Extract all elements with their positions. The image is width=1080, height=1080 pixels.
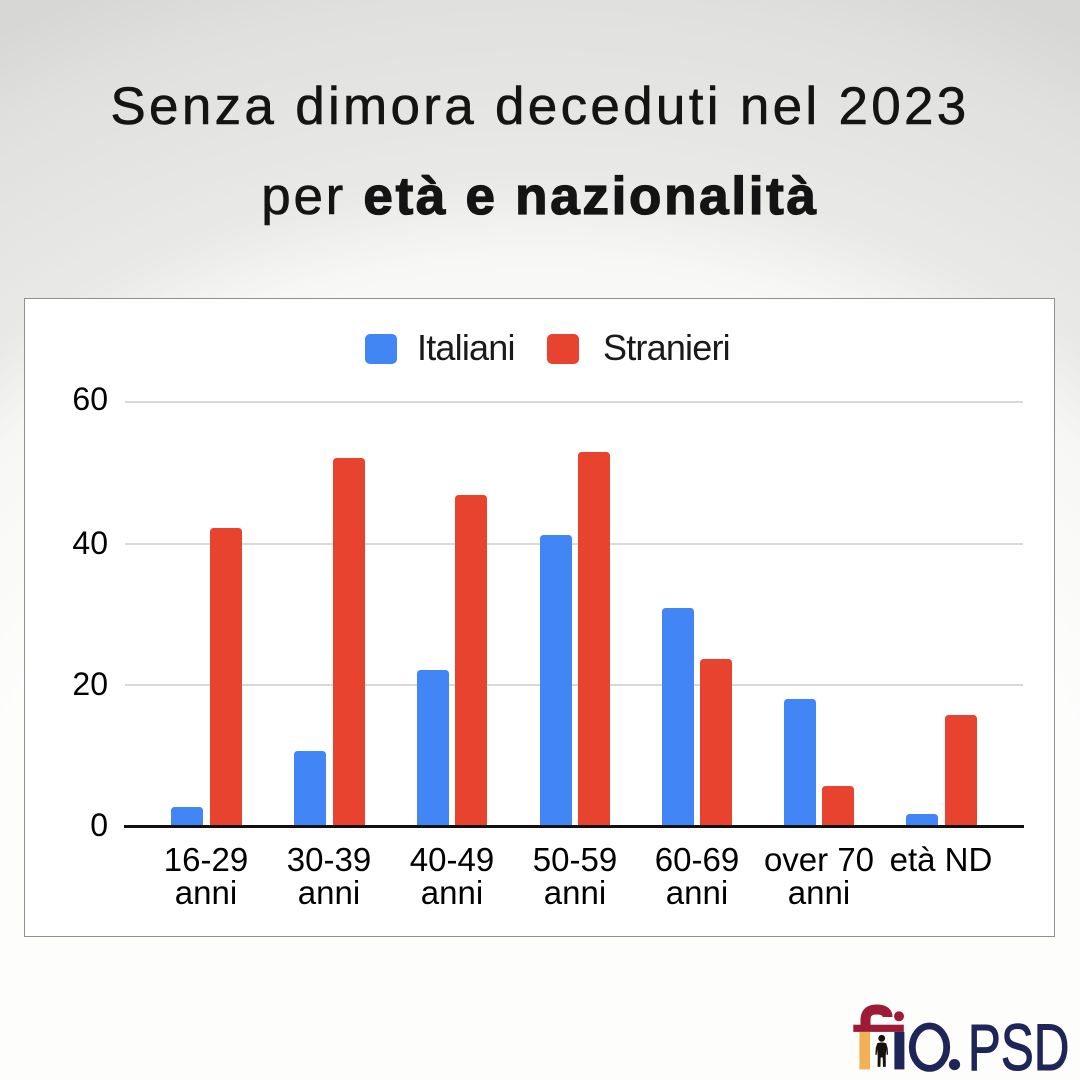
- svg-text:PSD: PSD: [968, 1010, 1070, 1078]
